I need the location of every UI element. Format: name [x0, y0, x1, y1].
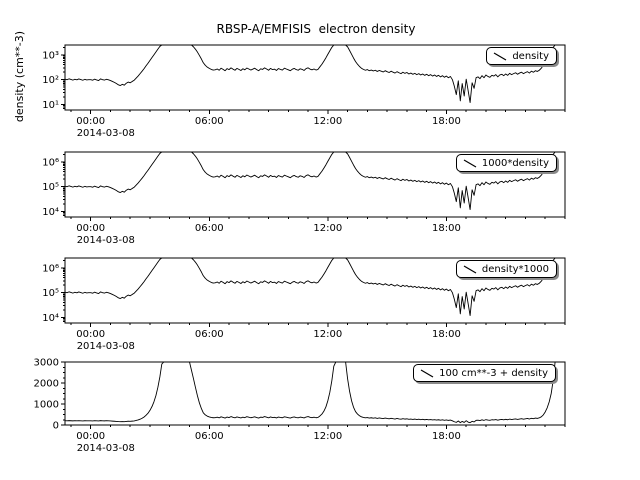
legend-line-sample-icon	[463, 265, 477, 274]
x-tick-label: 06:00	[195, 116, 224, 127]
x-date-label: 2014-03-08	[77, 341, 135, 352]
legend-label: density*1000	[481, 263, 549, 275]
y-tick-label: 0	[53, 421, 59, 432]
x-tick-label: 00:00	[76, 329, 105, 340]
panel-frame	[64, 44, 566, 111]
x-tick-label: 12:00	[313, 329, 342, 340]
legend-1000x-density: 1000*density	[455, 154, 557, 172]
x-tick-label: 12:00	[313, 431, 342, 442]
y-tick-label: 10⁵	[42, 288, 59, 299]
legend-100-plus-density: 100 cm**-3 + density	[413, 364, 556, 382]
x-tick-label: 00:00	[76, 223, 105, 234]
x-tick-label: 18:00	[432, 223, 461, 234]
x-tick-label: 18:00	[432, 116, 461, 127]
x-date-label: 2014-03-08	[77, 443, 135, 454]
panel-frame	[64, 257, 566, 324]
legend-density-x1000: density*1000	[455, 260, 557, 278]
y-tick-label: 10²	[42, 75, 59, 86]
legend-line-sample-icon	[420, 369, 434, 378]
y-tick-label: 10⁵	[42, 182, 59, 193]
legend-label: density	[512, 50, 549, 62]
legend-line-sample-icon	[463, 159, 477, 168]
panel-2: 10⁴ 10⁵ 10⁶ 00:00 06:00 12:00 18:00 2014-03-08	[42, 257, 566, 352]
panel-3: 0 1000 2000 3000 00:00 06:00 12:00 18:00 2014-03…	[34, 358, 566, 454]
x-tick-label: 06:00	[195, 223, 224, 234]
data-line	[64, 257, 563, 316]
y-tick-label: 10⁶	[42, 157, 59, 168]
y-tick-label: 10⁴	[42, 207, 59, 218]
x-tick-label: 06:00	[195, 431, 224, 442]
y-tick-label: 10⁴	[42, 313, 59, 324]
legend-label: 100 cm**-3 + density	[439, 367, 548, 379]
panel-frame	[64, 151, 566, 218]
data-line	[64, 361, 563, 424]
x-date-label: 2014-03-08	[77, 128, 135, 139]
x-tick-label: 06:00	[195, 329, 224, 340]
y-tick-label: 1000	[34, 400, 59, 411]
x-tick-label: 18:00	[432, 329, 461, 340]
chart-title: RBSP-A/EMFISIS electron density	[216, 22, 416, 36]
data-line	[64, 44, 563, 103]
x-tick-label: 12:00	[313, 116, 342, 127]
x-date-label: 2014-03-08	[77, 235, 135, 246]
panel-0: 10¹ 10² 10³ 00:00 06:00 12:00 18:00 2014-03-08	[42, 44, 566, 139]
legend-density: density	[486, 47, 557, 65]
x-tick-label: 00:00	[76, 431, 105, 442]
panel-1: 10⁴ 10⁵ 10⁶ 00:00 06:00 12:00 18:00 2014-03-08	[42, 151, 566, 246]
x-tick-label: 12:00	[313, 223, 342, 234]
y-tick-label: 2000	[34, 379, 59, 390]
y-tick-label: 10³	[42, 50, 59, 61]
x-tick-label: 00:00	[76, 116, 105, 127]
x-tick-label: 18:00	[432, 431, 461, 442]
legend-line-sample-icon	[494, 52, 507, 61]
legend-label: 1000*density	[481, 157, 549, 169]
y-tick-label: 3000	[34, 358, 59, 369]
y-tick-label: 10¹	[42, 100, 59, 111]
data-line	[64, 151, 563, 210]
y-tick-label: 10⁶	[42, 263, 59, 274]
